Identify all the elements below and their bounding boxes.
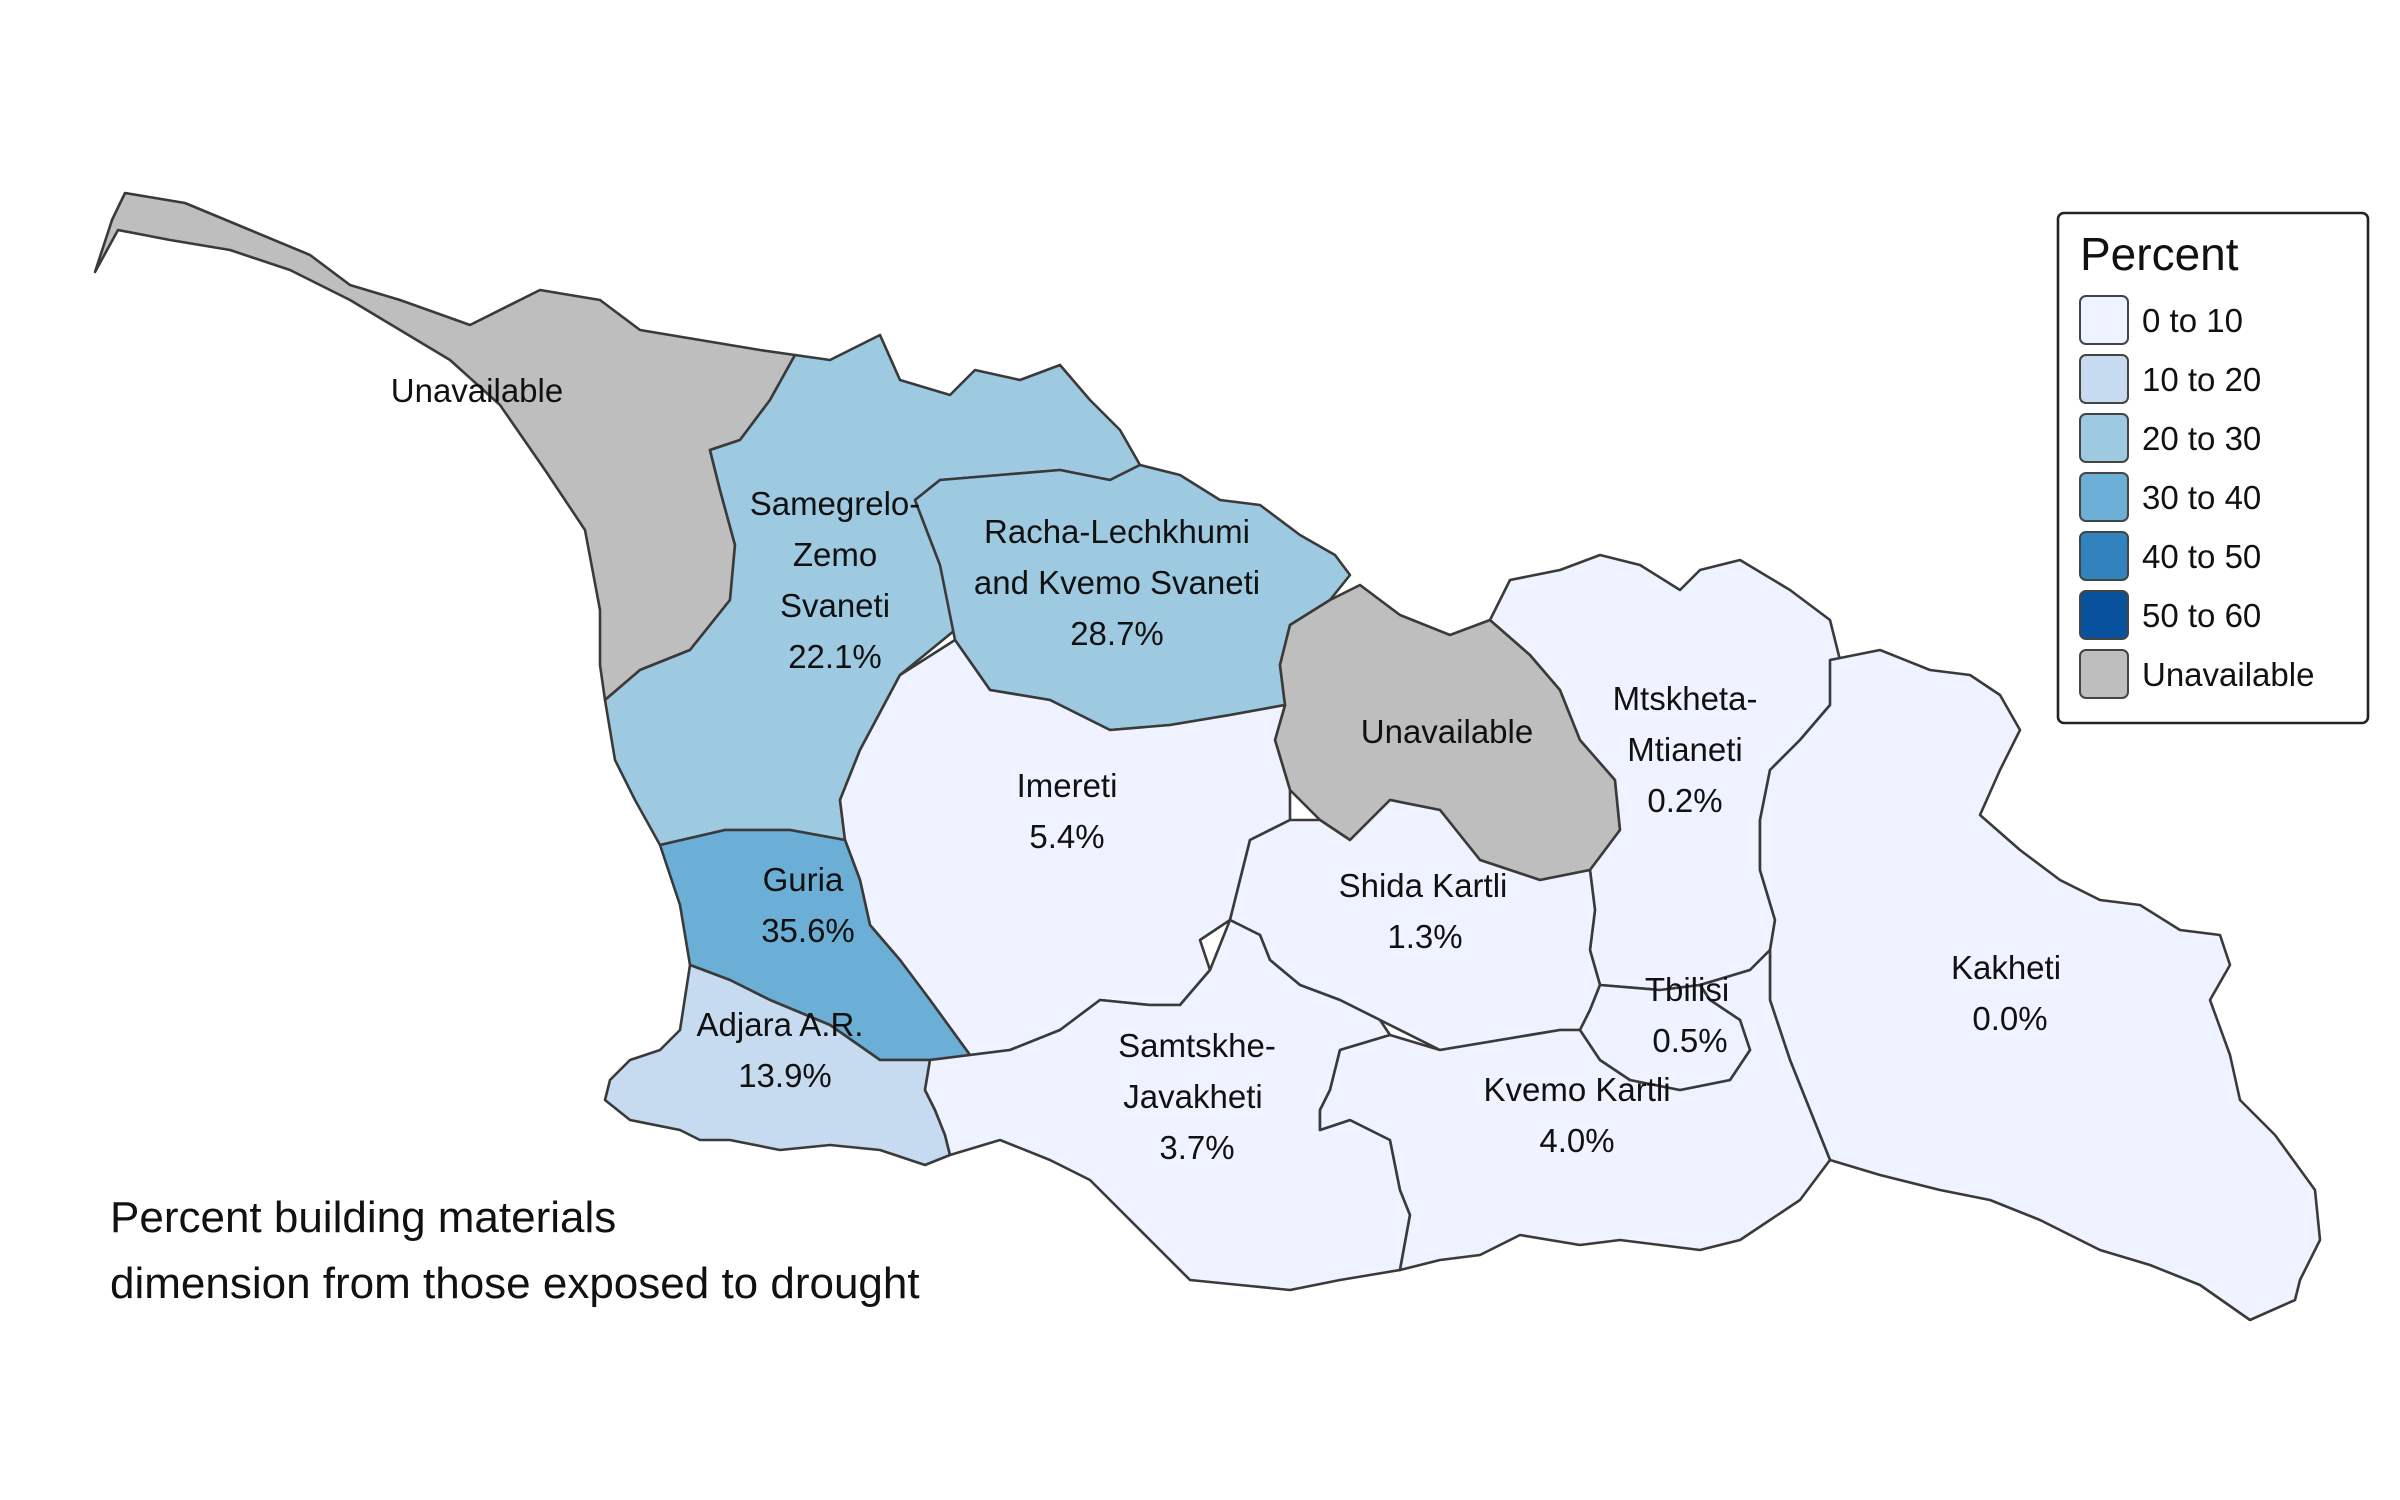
region-name-line: Samegrelo- [750, 485, 921, 522]
region-value: 1.3% [1387, 918, 1462, 955]
legend-item: 30 to 40 [2079, 472, 2261, 522]
region-name: Guria [763, 861, 844, 898]
legend-label: Unavailable [2142, 656, 2314, 693]
legend-box [2056, 211, 2370, 725]
label-imereti: Imereti 5.4% [1017, 767, 1118, 855]
label-shida-kartli: Shida Kartli 1.3% [1339, 867, 1508, 955]
region-name: Unavailable [391, 372, 563, 409]
label-kakheti: Kakheti 0.0% [1951, 949, 2061, 1037]
region-value: 0.0% [1972, 1000, 2047, 1037]
region-name: Kvemo Kartli [1483, 1071, 1670, 1108]
region-labels: Unavailable Samegrelo- Zemo Svaneti 22.1… [391, 372, 2061, 1166]
region-name-line: Racha-Lechkhumi [984, 513, 1250, 550]
legend-swatch [2079, 295, 2129, 345]
legend-label: 20 to 30 [2142, 420, 2261, 457]
legend-swatch [2079, 472, 2129, 522]
label-adjara: Adjara A.R. 13.9% [697, 1006, 864, 1094]
map-legend: Percent 0 to 10 10 to 20 20 to 30 30 to 40 4… [2056, 211, 2370, 725]
region-value: 5.4% [1029, 818, 1104, 855]
region-value: 4.0% [1539, 1122, 1614, 1159]
legend-swatch [2079, 413, 2129, 463]
legend-item: 20 to 30 [2079, 413, 2261, 463]
region-name-line: Svaneti [780, 587, 890, 624]
caption-line-1: Percent building materials [110, 1193, 616, 1242]
map-caption: Percent building materials dimension fro… [110, 1193, 920, 1308]
region-name-line: Samtskhe- [1118, 1027, 1276, 1064]
region-value: 22.1% [788, 638, 882, 675]
region-value: 0.2% [1647, 782, 1722, 819]
region-name: Unavailable [1361, 713, 1533, 750]
region-name: Kakheti [1951, 949, 2061, 986]
label-abkhazia: Unavailable [391, 372, 563, 409]
caption-line-2: dimension from those exposed to drought [110, 1259, 920, 1308]
region-name-line: and Kvemo Svaneti [974, 564, 1260, 601]
legend-title: Percent [2080, 228, 2239, 280]
region-name: Shida Kartli [1339, 867, 1508, 904]
legend-swatch [2079, 354, 2129, 404]
legend-item: 50 to 60 [2079, 590, 2261, 640]
label-samtskhe: Samtskhe- Javakheti 3.7% [1118, 1027, 1276, 1166]
region-name: Imereti [1017, 767, 1118, 804]
legend-item: 40 to 50 [2079, 531, 2261, 581]
label-kvemo-kartli: Kvemo Kartli 4.0% [1483, 1071, 1670, 1159]
label-racha: Racha-Lechkhumi and Kvemo Svaneti 28.7% [974, 513, 1260, 652]
legend-label: 40 to 50 [2142, 538, 2261, 575]
legend-item: 10 to 20 [2079, 354, 2261, 404]
label-samegrelo: Samegrelo- Zemo Svaneti 22.1% [750, 485, 921, 675]
region-name-line: Javakheti [1123, 1078, 1262, 1115]
region-name: Adjara A.R. [697, 1006, 864, 1043]
region-value: 3.7% [1159, 1129, 1234, 1166]
region-value: 0.5% [1652, 1022, 1727, 1059]
legend-item: 0 to 10 [2079, 295, 2243, 345]
region-adjara[interactable] [603, 963, 952, 1167]
label-guria: Guria 35.6% [761, 861, 855, 949]
region-value: 28.7% [1070, 615, 1164, 652]
label-tbilisi: Tbilisi 0.5% [1645, 971, 1729, 1059]
legend-swatch [2079, 649, 2129, 699]
region-name: Tbilisi [1645, 971, 1729, 1008]
region-name-line: Zemo [793, 536, 877, 573]
region-value: 13.9% [738, 1057, 832, 1094]
region-name-line: Mtskheta- [1613, 680, 1758, 717]
label-mtskheta: Mtskheta- Mtianeti 0.2% [1613, 680, 1758, 819]
map-regions [93, 191, 2322, 1322]
label-south-ossetia: Unavailable [1361, 713, 1533, 750]
legend-label: 10 to 20 [2142, 361, 2261, 398]
legend-item: Unavailable [2079, 649, 2314, 699]
region-name-line: Mtianeti [1627, 731, 1743, 768]
legend-label: 50 to 60 [2142, 597, 2261, 634]
region-tbilisi[interactable] [1578, 983, 1752, 1092]
legend-label: 0 to 10 [2142, 302, 2243, 339]
legend-label: 30 to 40 [2142, 479, 2261, 516]
legend-swatch [2079, 590, 2129, 640]
region-value: 35.6% [761, 912, 855, 949]
region-abkhazia[interactable] [93, 191, 797, 702]
legend-swatch [2079, 531, 2129, 581]
